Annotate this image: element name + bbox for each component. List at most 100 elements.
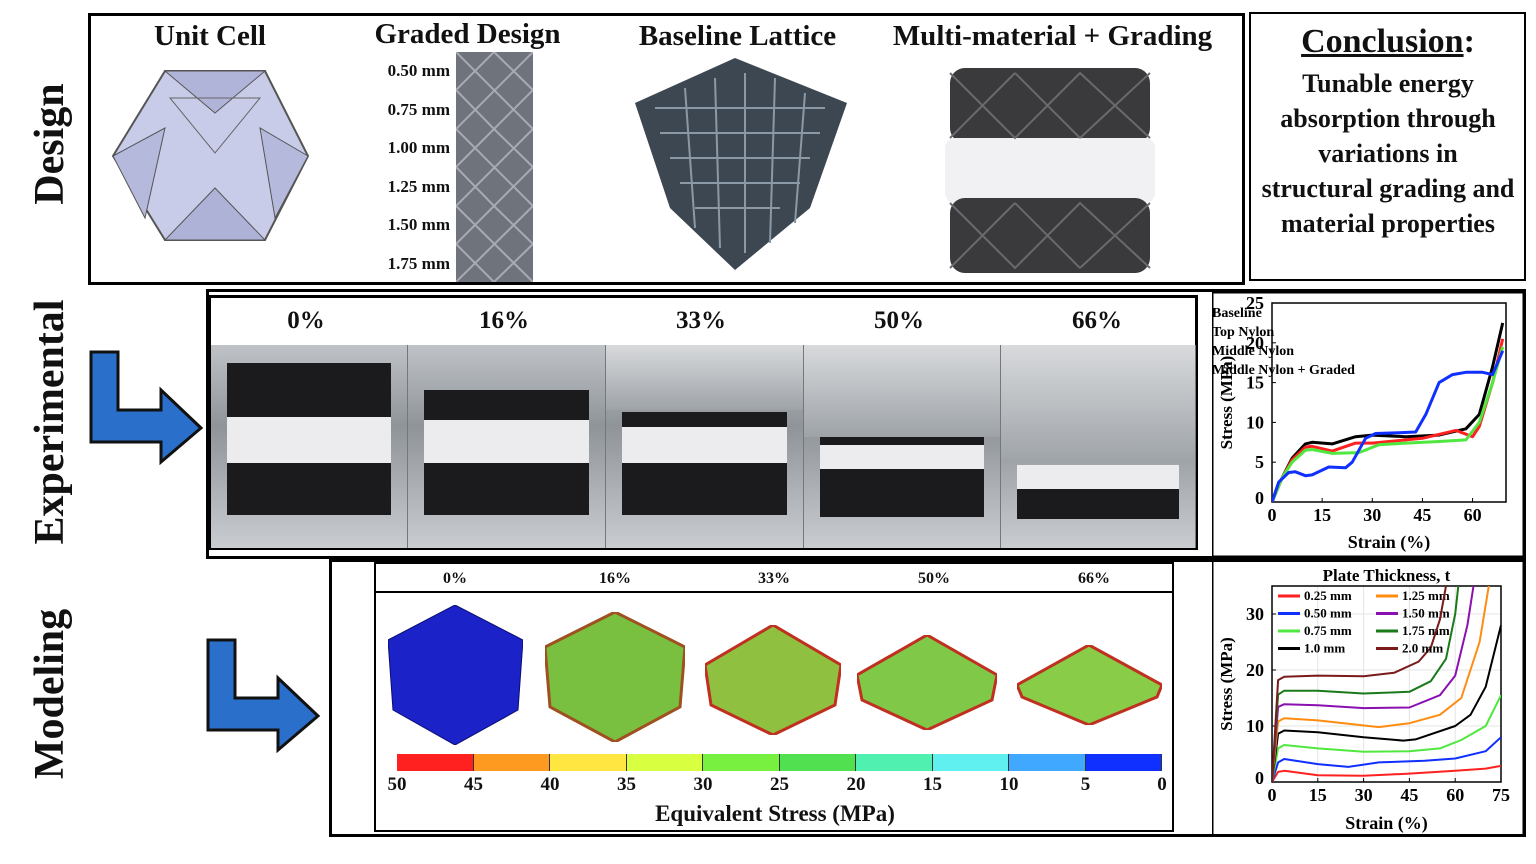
model-lattice-0 <box>388 605 523 745</box>
legend-label: Top Nylon <box>1212 325 1274 340</box>
conclusion-text: Tunable energy absorption through variat… <box>1261 69 1515 238</box>
x-tick-label: 15 <box>1309 785 1327 805</box>
series-line-0-50-mm <box>1272 736 1501 782</box>
colorbar-segment <box>550 754 627 771</box>
x-tick-label: 45 <box>1400 785 1418 805</box>
legend-label: Baseline <box>1212 306 1262 321</box>
model-lattice-66 <box>1017 645 1162 725</box>
series-line-1-0-mm <box>1272 624 1501 782</box>
modeling-inner-panel <box>374 562 1174 832</box>
exp-photo-16 <box>408 345 606 548</box>
colorbar-tick: 0 <box>1157 774 1167 795</box>
colorbar-segment <box>397 754 474 771</box>
y-axis-label: Stress (MPa) <box>1217 356 1236 450</box>
conclusion-title-text: Conclusion <box>1301 23 1464 60</box>
model-lattice-16 <box>545 612 685 742</box>
graded-design-strip <box>456 52 533 282</box>
y-tick-label: 20 <box>1246 333 1264 353</box>
heading-graded-design: Graded Design <box>374 18 561 50</box>
x-tick-label: 45 <box>1413 505 1431 525</box>
exp-photo-50 <box>804 345 1001 548</box>
series-line-middle-nylon <box>1272 346 1505 502</box>
thickness-label: 1.00 mm <box>387 138 450 157</box>
x-tick-label: 30 <box>1363 505 1381 525</box>
colorbar-tick: 30 <box>693 774 713 795</box>
series-line-1-50-mm <box>1272 586 1475 782</box>
y-tick-label: 15 <box>1246 373 1264 393</box>
colorbar-tick: 50 <box>387 774 407 795</box>
legend-label: 0.50 mm <box>1304 606 1352 621</box>
model-lattice-50 <box>857 635 997 730</box>
colorbar-tick: 20 <box>846 774 866 795</box>
series-line-2-0-mm <box>1272 586 1447 782</box>
exp-strain-label: 66% <box>1072 307 1122 334</box>
colorbar-tick: 40 <box>540 774 560 795</box>
row-label-modeling: Modeling <box>27 608 73 780</box>
y-tick-label: 5 <box>1255 452 1264 472</box>
colorbar-segment <box>703 754 780 771</box>
y-tick-label: 0 <box>1255 768 1264 788</box>
thickness-label: 1.25 mm <box>387 177 450 196</box>
x-tick-label: 30 <box>1355 785 1373 805</box>
colorbar-label: Equivalent Stress (MPa) <box>655 801 895 826</box>
y-tick-label: 10 <box>1246 716 1264 736</box>
legend-label: Middle Nylon + Graded <box>1212 363 1355 378</box>
multi-material-image <box>945 68 1155 273</box>
exp-strain-label: 0% <box>287 307 325 334</box>
experimental-photo-panel <box>208 295 1198 550</box>
plot-area <box>1271 302 1507 503</box>
legend-label: 1.25 mm <box>1402 588 1450 603</box>
exp-photo-0 <box>211 345 408 548</box>
thickness-label: 0.75 mm <box>387 100 450 119</box>
x-tick-label: 0 <box>1268 505 1277 525</box>
colorbar-tick: 15 <box>923 774 942 795</box>
colorbar-segment <box>779 754 856 771</box>
colorbar-tick: 45 <box>464 774 483 795</box>
arrow-to-modeling-icon <box>206 638 321 753</box>
legend-label: Middle Nylon <box>1212 344 1294 359</box>
x-axis-label: Strain (%) <box>1345 813 1428 834</box>
exp-strain-label: 33% <box>676 307 726 334</box>
modeling-panel <box>329 559 1526 837</box>
baseline-lattice-image <box>635 58 847 270</box>
x-tick-label: 60 <box>1464 505 1482 525</box>
exp-photo-33 <box>606 345 804 548</box>
exp-strain-label: 16% <box>479 307 529 334</box>
x-tick-label: 60 <box>1446 785 1464 805</box>
chart-title: Plate Thickness, t <box>1323 566 1451 585</box>
design-panel <box>88 13 1245 285</box>
heading-unit-cell: Unit Cell <box>154 20 266 52</box>
colorbar-tick: 5 <box>1080 774 1091 795</box>
legend-label: 1.75 mm <box>1402 623 1450 638</box>
conclusion-panel <box>1249 12 1526 281</box>
model-strain-label: 0% <box>443 570 467 587</box>
colorbar-tick: 25 <box>770 774 789 795</box>
series-line-middle-nylon-graded <box>1272 350 1505 502</box>
modeling-stress-strain-chart: Plate Thickness, t 0 15 30 45 60 75 0 10 20 30 Stra… <box>1212 560 1524 836</box>
model-strain-label: 50% <box>918 570 950 587</box>
conclusion-title-colon: : <box>1463 23 1475 60</box>
x-tick-label: 15 <box>1313 505 1331 525</box>
x-tick-label: 75 <box>1492 785 1510 805</box>
y-axis-label: Stress (MPa) <box>1217 637 1236 731</box>
colorbar-segment <box>1009 754 1086 771</box>
thickness-label: 1.75 mm <box>387 254 450 273</box>
conclusion-title: Conclusion: <box>1252 22 1524 62</box>
arrow-to-experimental-icon <box>89 350 204 465</box>
heading-multi-material: Multi-material + Grading <box>892 20 1213 52</box>
colorbar-segment <box>626 754 703 771</box>
row-label-experimental: Experimental <box>27 299 73 545</box>
series-line-0-75-mm <box>1272 694 1501 782</box>
series-line-1-25-mm <box>1272 586 1490 782</box>
model-strain-label: 66% <box>1078 570 1110 587</box>
series-line-0-25-mm <box>1272 764 1501 782</box>
colorbar-segment <box>856 754 933 771</box>
model-lattice-33 <box>705 625 841 735</box>
plot-area <box>1271 585 1502 783</box>
legend-label: 1.50 mm <box>1402 606 1450 621</box>
y-tick-label: 25 <box>1246 293 1264 313</box>
x-tick-label: 0 <box>1268 785 1277 805</box>
heading-baseline-lattice: Baseline Lattice <box>638 20 837 52</box>
colorbar-segment <box>932 754 1009 771</box>
legend-label: 1.0 mm <box>1304 641 1345 656</box>
